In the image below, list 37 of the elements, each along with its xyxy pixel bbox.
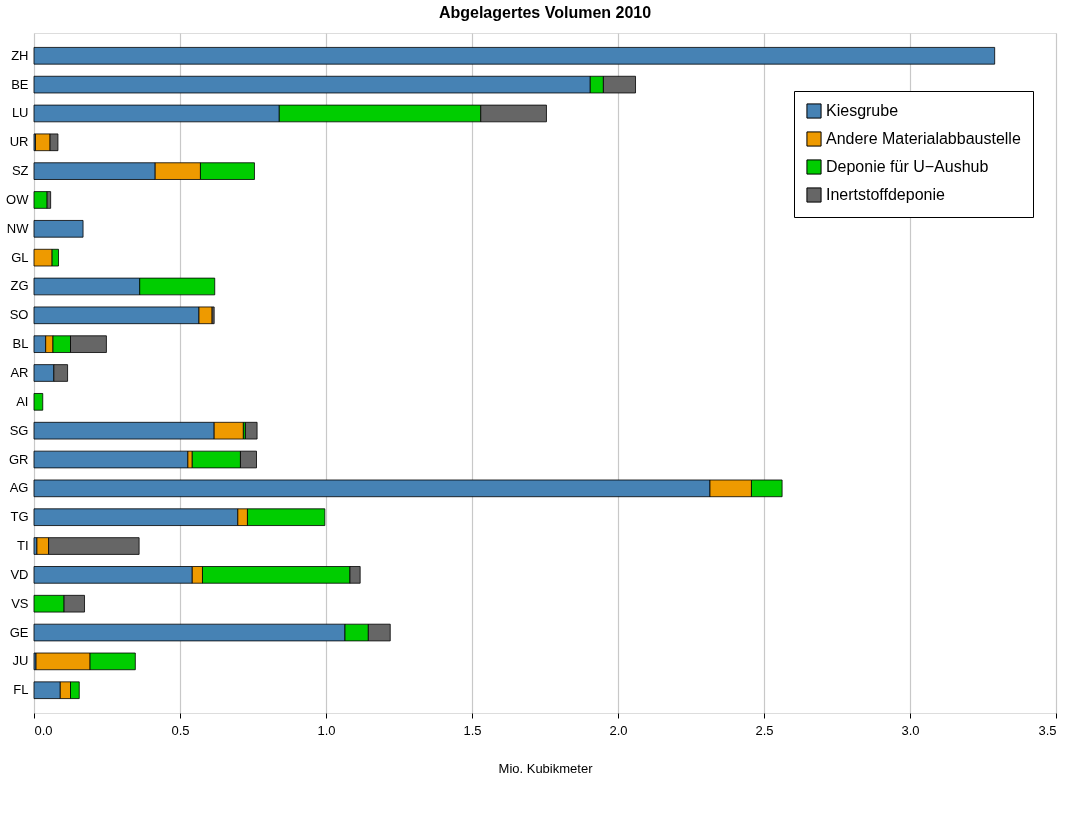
y-tick-label: ZG xyxy=(10,278,29,294)
y-tick-label: AI xyxy=(16,393,29,409)
y-tick-label: UR xyxy=(9,134,29,150)
x-tick-label: 3.0 xyxy=(901,722,920,738)
legend-label: Andere Materialabbaustelle xyxy=(826,130,1021,147)
y-tick-label: AG xyxy=(9,480,29,496)
y-tick-label: TI xyxy=(16,538,29,554)
x-tick-label: 1.0 xyxy=(317,722,336,738)
y-tick-label: GR xyxy=(9,451,29,467)
y-tick-label: GE xyxy=(9,624,29,640)
y-tick-label: OW xyxy=(6,191,30,207)
legend-label: Inertstoffdeponie xyxy=(826,186,946,203)
y-tick-label: FL xyxy=(13,682,29,698)
x-tick-label: 3.5 xyxy=(1038,722,1057,738)
y-tick-label: AR xyxy=(10,365,29,380)
y-tick-label: VD xyxy=(10,566,29,582)
y-tick-label: BL xyxy=(12,336,29,352)
x-tick-label: 0.5 xyxy=(171,722,190,738)
y-tick-label: VS xyxy=(11,595,29,611)
legend-label: Deponie für U−Aushub xyxy=(826,158,989,175)
x-tick-label: 2.0 xyxy=(609,722,628,738)
y-tick-label: SZ xyxy=(11,163,29,179)
y-tick-label: TG xyxy=(10,509,29,525)
x-tick-label: 2.5 xyxy=(755,722,774,738)
x-axis-title: Mio. Kubikmeter xyxy=(498,760,594,776)
x-tick-label: 0.0 xyxy=(34,722,53,738)
y-tick-label: GL xyxy=(11,249,29,265)
x-tick-label: 1.5 xyxy=(463,722,482,738)
chart-title: Abgelagertes Volumen 2010 xyxy=(438,4,652,21)
y-tick-label: ZH xyxy=(11,47,29,63)
legend-label: Kiesgrube xyxy=(826,102,899,119)
y-tick-label: SO xyxy=(9,307,29,323)
y-tick-label: SG xyxy=(9,422,29,438)
y-tick-label: LU xyxy=(11,105,29,121)
y-tick-label: BE xyxy=(11,76,29,92)
y-tick-label: NW xyxy=(6,220,30,236)
y-tick-label: JU xyxy=(12,653,29,669)
